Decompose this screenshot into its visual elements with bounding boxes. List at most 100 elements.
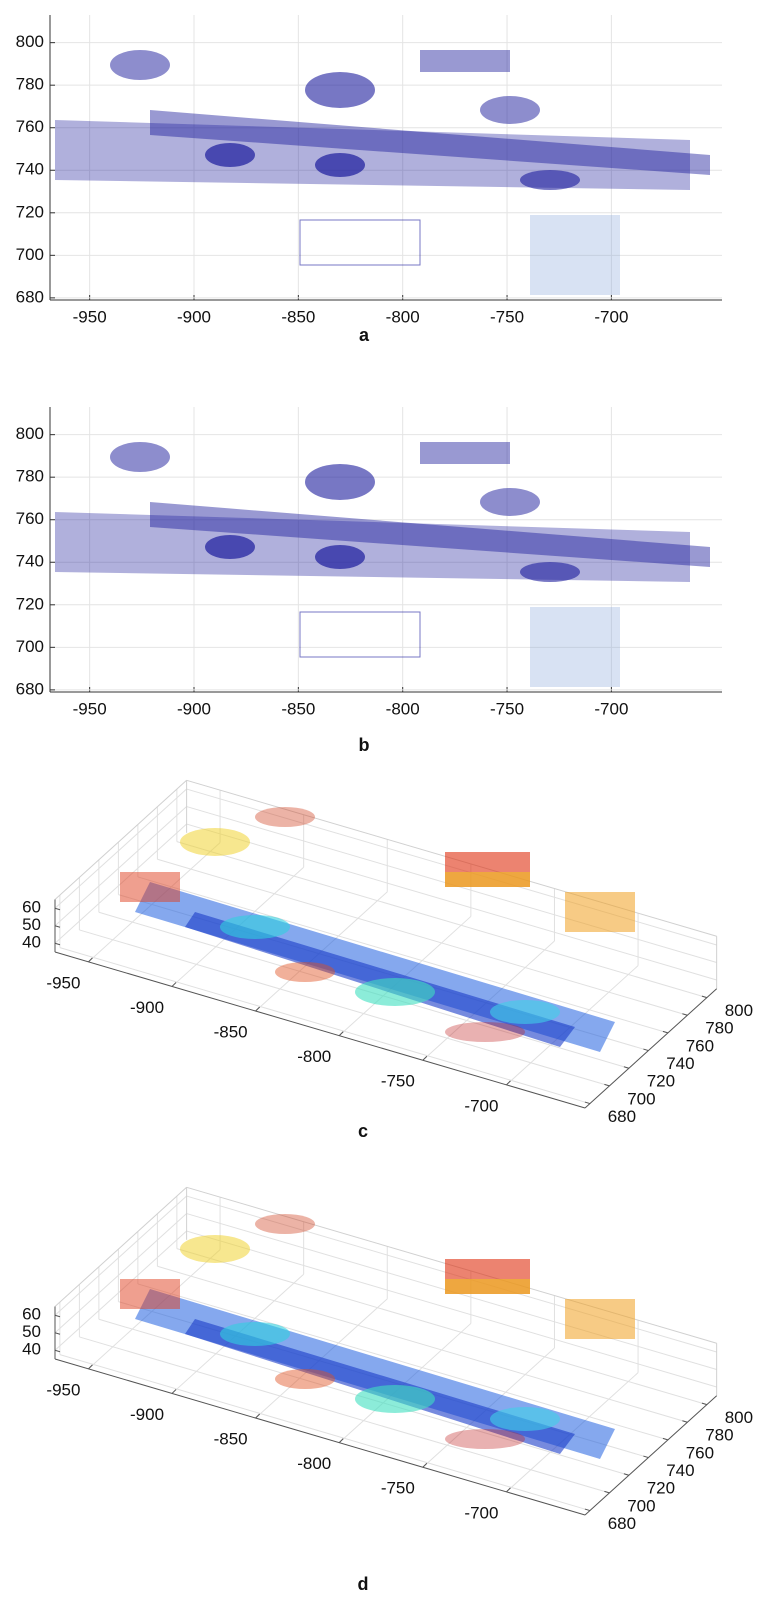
box-edge bbox=[54, 779, 187, 900]
x-tick-label: -950 bbox=[46, 1380, 80, 1399]
axis-line bbox=[584, 1395, 717, 1516]
z-tick-label: 40 bbox=[22, 1340, 41, 1359]
z-tick-label: 40 bbox=[22, 933, 41, 952]
x-tick-label: -950 bbox=[73, 699, 107, 718]
y-tick-label: 740 bbox=[16, 160, 44, 179]
x-tick bbox=[88, 1364, 93, 1370]
z-tick bbox=[54, 907, 61, 911]
x-tick-label: -850 bbox=[214, 1023, 248, 1042]
grid-line bbox=[157, 1265, 688, 1423]
y-tick bbox=[623, 1066, 630, 1069]
x-tick-label: -750 bbox=[490, 307, 524, 326]
grid-line bbox=[59, 1354, 591, 1512]
y-tick-label: 720 bbox=[647, 1072, 675, 1091]
x-tick-label: -750 bbox=[381, 1479, 415, 1498]
caption: b bbox=[359, 735, 370, 755]
y-tick-label: 780 bbox=[705, 1019, 733, 1038]
x-tick bbox=[506, 1080, 511, 1086]
y-tick bbox=[584, 1508, 591, 1512]
x-tick-label: -700 bbox=[464, 1096, 498, 1115]
y-tick bbox=[662, 1030, 669, 1034]
grid-line bbox=[186, 823, 717, 981]
point-cloud bbox=[120, 807, 635, 1052]
y-tick-label: 760 bbox=[16, 117, 44, 136]
x-tick bbox=[171, 982, 177, 987]
y-tick bbox=[584, 1101, 591, 1105]
z-tick-label: 50 bbox=[22, 915, 41, 934]
y-tick-label: 800 bbox=[725, 1408, 753, 1427]
y-tick-label: 760 bbox=[686, 1036, 714, 1055]
y-tick-label: 720 bbox=[16, 202, 44, 221]
y-tick-label: 700 bbox=[16, 245, 44, 264]
y-tick-label: 760 bbox=[16, 509, 44, 528]
y-tick bbox=[604, 1490, 610, 1494]
y-tick-label: 700 bbox=[16, 637, 44, 656]
x-tick bbox=[255, 1006, 260, 1012]
y-tick-label: 680 bbox=[16, 287, 44, 306]
y-tick-label: 780 bbox=[16, 467, 44, 486]
y-tick-label: 700 bbox=[627, 1496, 655, 1515]
x-tick-label: -700 bbox=[594, 307, 628, 326]
grid-line bbox=[157, 858, 688, 1016]
grid-line bbox=[176, 1248, 708, 1406]
axis-line bbox=[54, 1358, 586, 1516]
y-tick-label: 760 bbox=[686, 1443, 714, 1462]
x-tick-label: -750 bbox=[490, 699, 524, 718]
x-tick bbox=[338, 1031, 344, 1036]
y-tick-label: 700 bbox=[627, 1089, 655, 1108]
y-tick bbox=[662, 1437, 669, 1441]
y-tick bbox=[701, 1402, 708, 1406]
x-tick-label: -700 bbox=[464, 1503, 498, 1522]
y-tick bbox=[701, 995, 708, 999]
y-tick-label: 680 bbox=[608, 1514, 636, 1533]
y-tick bbox=[682, 1013, 688, 1016]
x-tick bbox=[422, 1055, 428, 1061]
x-tick-label: -900 bbox=[177, 307, 211, 326]
grid-line bbox=[79, 929, 610, 1087]
y-tick bbox=[623, 1473, 630, 1476]
y-tick-label: 720 bbox=[647, 1479, 675, 1498]
x-tick bbox=[338, 1438, 344, 1443]
x-tick-label: -950 bbox=[46, 973, 80, 992]
y-tick-label: 800 bbox=[16, 424, 44, 443]
grid-line bbox=[137, 1283, 669, 1441]
x-tick bbox=[255, 1413, 260, 1419]
x-tick-label: -850 bbox=[281, 307, 315, 326]
grid-line bbox=[54, 1213, 187, 1334]
caption: c bbox=[358, 1121, 368, 1141]
grid-line bbox=[59, 947, 591, 1105]
y-tick-label: 800 bbox=[725, 1001, 753, 1020]
z-tick bbox=[54, 925, 61, 928]
grid-line bbox=[54, 1195, 187, 1316]
y-tick-label: 680 bbox=[16, 679, 44, 698]
z-tick-label: 60 bbox=[22, 898, 41, 917]
z-tick bbox=[54, 1349, 61, 1353]
y-tick bbox=[604, 1083, 610, 1087]
grid-line bbox=[176, 841, 708, 999]
grid-line bbox=[186, 1230, 717, 1388]
axis-line bbox=[54, 951, 586, 1109]
caption: a bbox=[359, 325, 370, 345]
y-tick-label: 780 bbox=[16, 75, 44, 94]
z-tick bbox=[54, 942, 61, 946]
x-tick bbox=[171, 1389, 177, 1394]
x-tick-label: -800 bbox=[386, 699, 420, 718]
x-tick-label: -700 bbox=[594, 699, 628, 718]
grid-line bbox=[54, 806, 187, 927]
x-tick-label: -800 bbox=[386, 307, 420, 326]
y-tick-label: 740 bbox=[16, 552, 44, 571]
x-tick-label: -850 bbox=[214, 1430, 248, 1449]
x-tick bbox=[88, 957, 93, 963]
y-tick-label: 740 bbox=[666, 1054, 694, 1073]
z-tick bbox=[54, 1314, 61, 1318]
caption: d bbox=[358, 1574, 369, 1594]
x-tick-label: -800 bbox=[297, 1454, 331, 1473]
y-tick bbox=[643, 1455, 649, 1459]
grid-line bbox=[79, 1336, 610, 1494]
x-tick-label: -750 bbox=[381, 1072, 415, 1091]
z-tick bbox=[54, 1332, 61, 1335]
x-tick-label: -800 bbox=[297, 1047, 331, 1066]
y-tick-label: 680 bbox=[608, 1107, 636, 1126]
y-tick-label: 800 bbox=[16, 32, 44, 51]
